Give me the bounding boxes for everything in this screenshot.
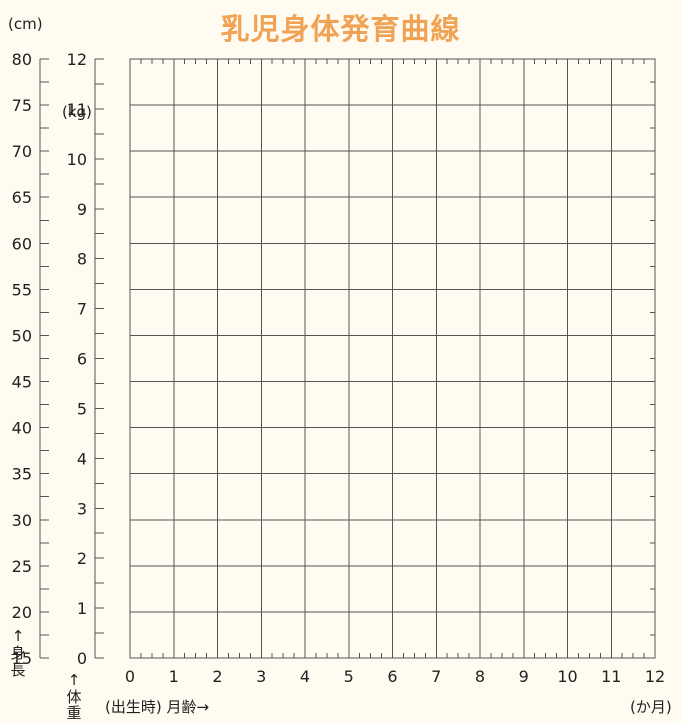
x-tick-label: 3 [256,667,266,686]
weight-tick-label: 12 [67,50,87,69]
height-tick-label: 45 [12,373,32,392]
weight-tick-label: 2 [77,549,87,568]
height-tick-label: 70 [12,142,32,161]
height-tick-label: 30 [12,511,32,530]
weight-tick-label: 1 [77,599,87,618]
x-tick-label: 11 [601,667,621,686]
weight-tick-label: 11 [67,100,87,119]
height-tick-label: 50 [12,326,32,345]
weight-tick-label: 7 [77,300,87,319]
height-axis-arrow: ↑ [11,627,25,645]
chart-title: 乳児身体発育曲線 [220,12,461,46]
height-axis-label-char-1: 身 [10,644,26,662]
weight-unit-label: (kg) [62,103,92,121]
x-tick-label: 0 [125,667,135,686]
weight-axis-label-char-1: 体 [66,688,82,706]
weight-tick-label: 10 [67,150,87,169]
height-tick-label: 15 [12,649,32,668]
weight-tick-label: 0 [77,649,87,668]
age-axis-unit: (か月) [630,698,672,716]
weight-tick-label: 8 [77,250,87,269]
x-tick-label: 9 [519,667,529,686]
height-tick-label: 35 [12,465,32,484]
weight-tick-label: 4 [77,449,87,468]
x-tick-label: 12 [645,667,665,686]
weight-axis-label-char-2: 重 [66,704,82,722]
x-tick-label: 6 [387,667,397,686]
height-tick-label: 60 [12,234,32,253]
weight-tick-label: 9 [77,200,87,219]
age-axis-label: (出生時) 月齢→ [105,698,210,716]
height-tick-label: 55 [12,280,32,299]
x-tick-label: 5 [344,667,354,686]
x-tick-label: 8 [475,667,485,686]
height-unit-label: (cm) [8,15,43,33]
weight-axis-arrow: ↑ [67,671,81,689]
height-tick-label: 65 [12,188,32,207]
weight-tick-label: 3 [77,499,87,518]
x-tick-label: 7 [431,667,441,686]
x-tick-label: 2 [212,667,222,686]
x-tick-label: 1 [169,667,179,686]
height-axis-label-char-2: 長 [10,661,26,679]
x-tick-label: 10 [557,667,577,686]
height-tick-label: 25 [12,557,32,576]
weight-tick-label: 5 [77,399,87,418]
height-tick-label: 40 [12,419,32,438]
x-tick-label: 4 [300,667,310,686]
weight-tick-label: 6 [77,350,87,369]
height-tick-label: 80 [12,50,32,69]
height-tick-label: 20 [12,603,32,622]
height-tick-label: 75 [12,96,32,115]
